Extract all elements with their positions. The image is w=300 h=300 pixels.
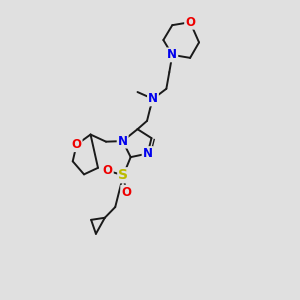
Text: N: N (148, 92, 158, 105)
Text: N: N (118, 135, 128, 148)
Text: N: N (167, 48, 177, 62)
Text: O: O (103, 164, 113, 177)
Text: O: O (121, 186, 131, 199)
Text: O: O (72, 138, 82, 151)
Text: O: O (185, 16, 195, 29)
Text: S: S (118, 168, 128, 182)
Text: N: N (142, 147, 153, 160)
